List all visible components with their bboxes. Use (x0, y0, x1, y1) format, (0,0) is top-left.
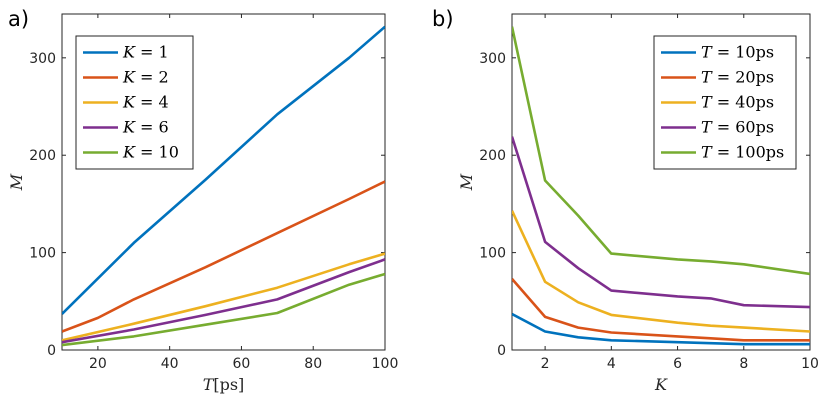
legend-entry: T = 40ps (701, 93, 774, 112)
y-tick-label: 100 (479, 246, 506, 262)
series-line-t-60ps (512, 136, 810, 309)
legend-entry-var: T (701, 43, 713, 62)
x-axis-label-var: K (654, 375, 668, 394)
x-tick-label: 100 (372, 356, 399, 372)
y-tick-label: 200 (479, 148, 506, 164)
x-tick-label: 8 (739, 356, 748, 372)
legend-entry: K = 1 (122, 43, 169, 62)
legend-entry-value: = 60ps (712, 118, 774, 137)
legend-entry-var: K (122, 143, 136, 162)
y-tick-label: 0 (497, 343, 506, 359)
legend: K = 1K = 2K = 4K = 6K = 10 (75, 35, 194, 170)
series-line-k-4 (62, 252, 385, 342)
axis-frame (511, 13, 811, 351)
legend-entry: K = 4 (122, 93, 169, 112)
legend-entry-var: T (701, 143, 713, 162)
legend-entry: K = 6 (122, 118, 169, 137)
legend-entry: T = 60ps (701, 118, 774, 137)
x-tick-label: 40 (161, 356, 179, 372)
y-tick-label: 300 (29, 51, 56, 67)
legend-entry: T = 10ps (701, 43, 774, 62)
legend-entry-var: K (122, 68, 136, 87)
y-tick-label: 100 (29, 246, 56, 262)
legend-entry-value: = 100ps (712, 143, 785, 162)
legend-entry-value: = 20ps (712, 68, 774, 87)
series-line-k-1 (62, 25, 385, 315)
legend-entry-var: T (701, 118, 713, 137)
legend-entry-var: K (122, 43, 136, 62)
x-axis-label: K (654, 375, 668, 394)
series-line-k-10 (62, 272, 385, 347)
legend-entry-var: K (122, 93, 136, 112)
legend-entry: T = 100ps (701, 143, 784, 162)
y-tick-label: 300 (479, 51, 506, 67)
series-line-t-20ps (512, 278, 810, 342)
y-axis-label: M (457, 173, 476, 191)
x-tick-label: 2 (541, 356, 550, 372)
legend-entry: T = 20ps (701, 68, 774, 87)
legend-entry-value: = 10ps (712, 43, 774, 62)
series-line-k-2 (62, 180, 385, 333)
series-line-t-40ps (512, 210, 810, 333)
series-line-t-100ps (512, 26, 810, 276)
legend-entry-var: T (701, 93, 713, 112)
panel-letter: b) (432, 7, 454, 31)
y-tick-label: 200 (29, 148, 56, 164)
x-tick-label: 60 (233, 356, 251, 372)
legend-entry-value: = 6 (135, 118, 169, 137)
x-tick-label: 80 (304, 356, 322, 372)
x-tick-label: 20 (89, 356, 107, 372)
y-axis-label: M (7, 173, 26, 191)
x-axis-label-unit: [ps] (213, 375, 244, 394)
series-line-t-10ps (512, 312, 810, 346)
legend-entry-value: = 40ps (712, 93, 774, 112)
x-tick-label: 6 (673, 356, 682, 372)
legend-entry: K = 2 (122, 68, 169, 87)
x-tick-label: 10 (801, 356, 819, 372)
x-axis-label-var: T (203, 375, 215, 394)
y-tick-label: 0 (47, 343, 56, 359)
x-axis-label: T[ps] (203, 375, 245, 394)
legend-entry-value: = 1 (135, 43, 169, 62)
series-group (512, 26, 810, 346)
legend-entry-value: = 2 (135, 68, 169, 87)
legend-entry-var: K (122, 118, 136, 137)
legend-entry-value: = 10 (135, 143, 179, 162)
legend-entry: K = 10 (122, 143, 179, 162)
series-group (62, 25, 385, 347)
x-tick-label: 4 (607, 356, 616, 372)
series-line-k-6 (62, 258, 385, 344)
legend-entry-value: = 4 (135, 93, 169, 112)
legend-entry-var: T (701, 68, 713, 87)
panel-letter: a) (8, 7, 29, 31)
